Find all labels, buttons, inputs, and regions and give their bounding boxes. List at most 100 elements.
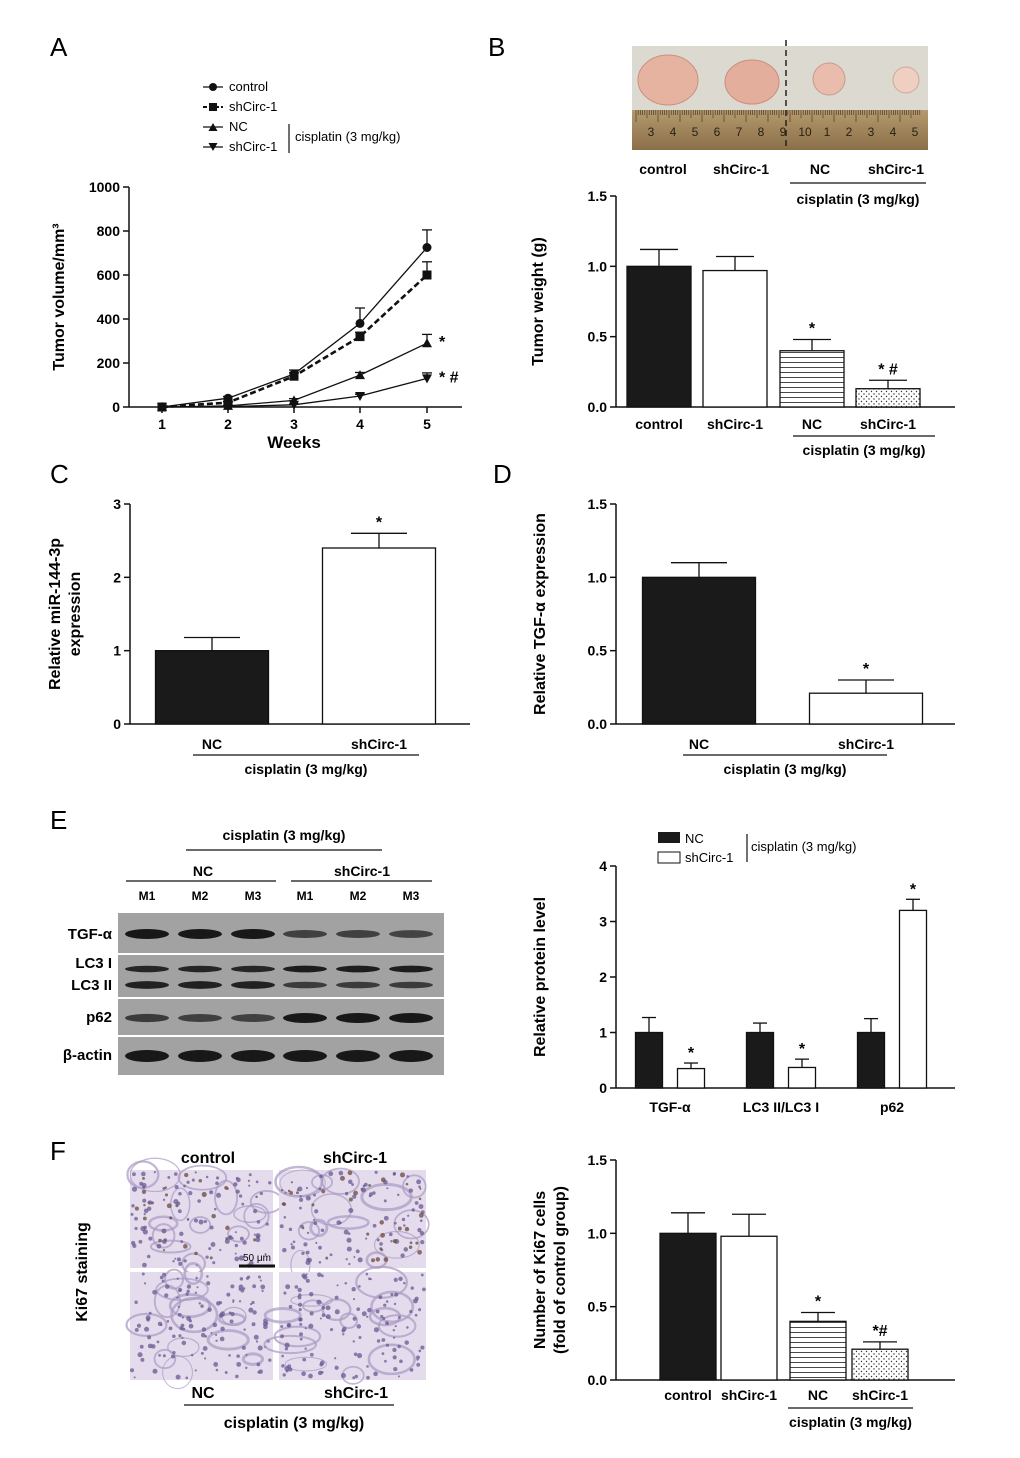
tissue-nucleus <box>142 1229 148 1235</box>
tissue-nucleus <box>260 1284 266 1290</box>
tissue-nucleus <box>143 1212 146 1216</box>
tissue-nucleus <box>301 1371 306 1377</box>
photo-label-control: control <box>639 161 686 177</box>
tissue-nucleus <box>287 1189 291 1193</box>
staining-bottom-shcirc: shCirc-1 <box>324 1385 388 1402</box>
tissue-nucleus <box>397 1226 402 1231</box>
wb-band <box>231 1050 275 1062</box>
tissue-nucleus <box>393 1366 398 1372</box>
tissue-nucleus <box>406 1175 410 1178</box>
tissue-nucleus <box>368 1277 371 1281</box>
tissue-nucleus <box>375 1257 381 1262</box>
tissue-nucleus <box>418 1308 422 1312</box>
legend-a-shcirc-cis: shCirc-1 <box>229 139 277 154</box>
tissue-nucleus <box>231 1237 234 1240</box>
wb-lane-label: M2 <box>192 889 209 903</box>
tissue-nucleus <box>148 1236 153 1241</box>
tissue-nucleus <box>284 1191 287 1194</box>
y-tick-label: 0 <box>113 716 121 732</box>
tissue-nucleus <box>163 1238 167 1242</box>
legend-a-shcirc: shCirc-1 <box>229 99 277 114</box>
tissue-nucleus <box>164 1193 169 1197</box>
wb-band <box>231 1014 275 1022</box>
tissue-nucleus <box>401 1217 406 1222</box>
tissue-nucleus <box>212 1261 216 1265</box>
significance-label: * <box>910 881 917 898</box>
panel-label-a: A <box>50 32 68 62</box>
bar <box>720 1235 778 1381</box>
tissue-fiber <box>263 1334 317 1355</box>
tissue-nucleus <box>142 1198 147 1203</box>
tissue-nucleus <box>315 1241 318 1244</box>
tissue-nucleus <box>397 1344 401 1349</box>
tissue-nucleus <box>205 1255 209 1259</box>
wb-group-shcirc: shCirc-1 <box>334 863 390 879</box>
tissue-nucleus <box>299 1206 302 1210</box>
tissue-nucleus <box>393 1277 398 1282</box>
tissue-nucleus <box>308 1291 314 1297</box>
tissue-nucleus <box>379 1220 384 1225</box>
tissue-nucleus <box>190 1353 194 1357</box>
tissue-nucleus <box>161 1279 165 1283</box>
tissue-nucleus <box>407 1214 410 1217</box>
chart-e-protein: 0 1 2 3 4 Relative protein level * * * TGF-α LC3 I… <box>532 858 955 1115</box>
tissue-nucleus <box>308 1323 314 1329</box>
tissue-nucleus <box>383 1215 389 1221</box>
tissue-nucleus <box>352 1376 356 1380</box>
bar <box>855 388 921 408</box>
tissue-nucleus <box>225 1225 230 1231</box>
tissue-fiber <box>129 1157 181 1193</box>
tissue-nucleus <box>179 1231 184 1237</box>
x-category-label: shCirc-1 <box>860 416 916 432</box>
tissue-nucleus <box>347 1232 351 1235</box>
bar-1 <box>898 909 928 1089</box>
bar-0 <box>745 1031 775 1089</box>
tissue-nucleus <box>180 1323 185 1328</box>
legend-e-bracket-label: cisplatin (3 mg/kg) <box>751 839 856 854</box>
tissue-nucleus <box>382 1317 386 1320</box>
tissue-nucleus <box>334 1357 337 1360</box>
tissue-nucleus <box>287 1324 291 1328</box>
wb-band <box>283 930 327 938</box>
tissue-nucleus <box>306 1231 310 1235</box>
tumor-photo: 3 4 5 6 7 8 9 10 1 2 3 4 5 <box>632 40 928 150</box>
tissue-nucleus <box>376 1238 380 1242</box>
tissue-nucleus <box>340 1175 345 1181</box>
tissue-fiber <box>241 1352 265 1366</box>
data-point <box>355 332 365 342</box>
photo-label-nc: NC <box>810 161 830 177</box>
tissue-nucleus <box>420 1240 425 1245</box>
tissue-fiber <box>206 1329 250 1351</box>
y-tick-label: 800 <box>97 223 121 239</box>
tissue-nucleus <box>265 1222 269 1226</box>
tissue-nucleus <box>400 1253 405 1258</box>
tissue-nucleus <box>283 1215 287 1219</box>
tissue-nucleus <box>366 1375 370 1380</box>
tissue-nucleus <box>355 1249 360 1254</box>
tissue-nucleus <box>419 1219 423 1223</box>
tissue-nucleus <box>203 1219 207 1224</box>
panel-label-f: F <box>50 1136 66 1166</box>
ruler-number: 3 <box>868 125 875 139</box>
series-line-0 <box>161 247 428 408</box>
tissue-nucleus <box>209 1225 214 1230</box>
bar-1 <box>787 1066 817 1089</box>
tissue-nucleus <box>144 1326 150 1332</box>
tissue-fiber <box>227 1225 250 1243</box>
wb-band <box>389 1013 433 1023</box>
chart-c-mir144: 0 1 2 3 Relative miR-144-3p expression NC * shCi… <box>47 496 470 777</box>
tissue-nucleus <box>238 1300 242 1303</box>
tissue-nucleus <box>215 1339 218 1342</box>
tissue-nucleus <box>320 1274 324 1278</box>
tissue-nucleus <box>347 1170 353 1176</box>
tissue-nucleus <box>182 1327 186 1331</box>
tissue-nucleus <box>394 1325 397 1328</box>
tissue-nucleus <box>403 1247 409 1252</box>
tissue-nucleus <box>201 1191 207 1197</box>
tissue-nucleus <box>241 1345 246 1350</box>
tissue-nucleus <box>297 1302 303 1307</box>
tissue-nucleus <box>344 1191 349 1196</box>
x-category-label: p62 <box>880 1099 904 1115</box>
tissue-nucleus <box>180 1240 184 1243</box>
